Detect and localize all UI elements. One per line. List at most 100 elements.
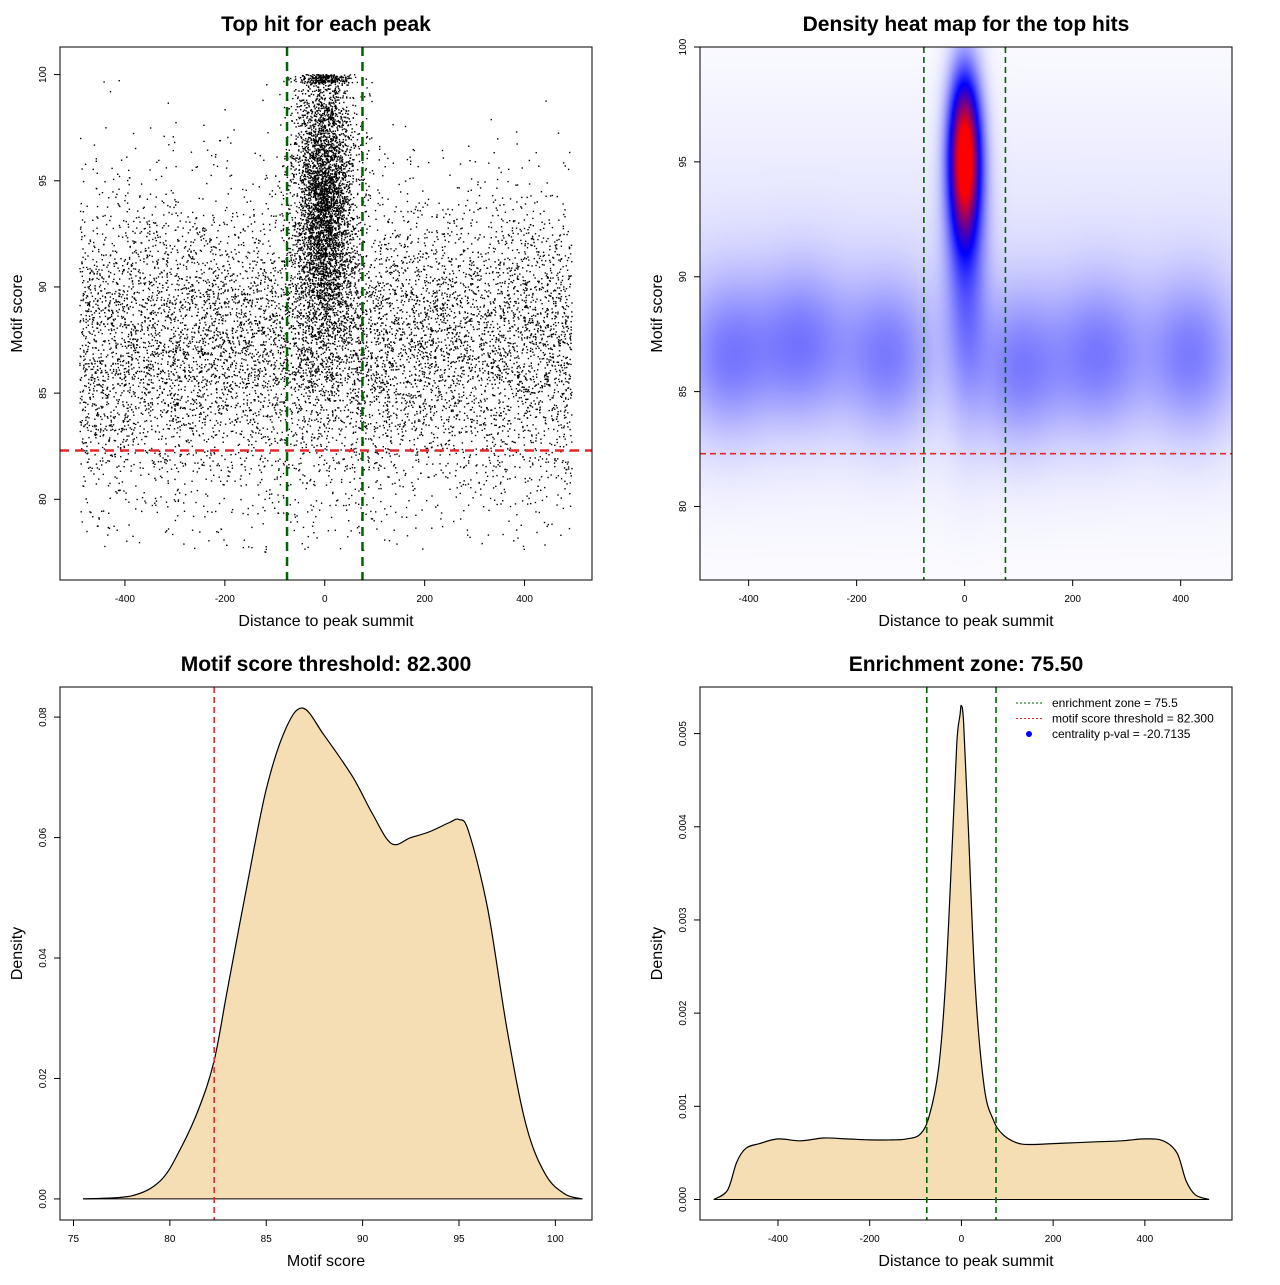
data-point [508,323,509,324]
data-point [157,334,158,335]
data-point [523,431,524,432]
data-point [112,281,113,282]
data-point [292,254,293,255]
data-point [86,297,87,298]
data-point [122,355,123,356]
data-point [533,315,534,316]
data-point [96,228,97,229]
data-point [105,370,106,371]
data-point [254,377,255,378]
data-point [377,300,378,301]
data-point [85,291,86,292]
data-point [271,493,272,494]
data-point [236,212,237,213]
data-point [330,374,331,375]
data-point [335,420,336,421]
data-point [366,376,367,377]
data-point [364,400,365,401]
data-point [498,264,499,265]
data-point [201,364,202,365]
data-point [274,508,275,509]
data-point [157,363,158,364]
data-point [177,252,178,253]
data-point [449,175,450,176]
data-point [420,394,421,395]
data-point [351,401,352,402]
data-point [508,345,509,346]
data-point [88,243,89,244]
data-point [159,451,160,452]
data-point [507,307,508,308]
data-point [418,271,419,272]
data-point [253,209,254,210]
data-point [227,290,228,291]
data-point [397,383,398,384]
data-point [189,255,190,256]
data-point [124,425,125,426]
data-point [104,312,105,313]
data-point [429,368,430,369]
data-point [406,507,407,508]
data-point [210,316,211,317]
data-point [219,140,220,141]
data-point [171,338,172,339]
data-point [558,339,559,340]
data-point [408,500,409,501]
data-point [279,401,280,402]
data-point [202,317,203,318]
data-point [254,422,255,423]
data-point [301,359,302,360]
data-point [453,329,454,330]
data-point [107,317,108,318]
data-point [336,388,337,389]
data-point [520,453,521,454]
data-point [133,378,134,379]
data-point [353,300,354,301]
data-point [124,311,125,312]
data-point [179,456,180,457]
data-point [392,303,393,304]
data-point [400,288,401,289]
data-point [268,355,269,356]
data-point [372,352,373,353]
data-point [204,322,205,323]
data-point [517,268,518,269]
data-point [312,332,313,333]
data-point [92,405,93,406]
data-point [556,240,557,241]
data-point [256,238,257,239]
data-point [559,374,560,375]
data-point [252,300,253,301]
data-point [443,307,444,308]
data-point [148,408,149,409]
data-point [359,478,360,479]
data-point [181,212,182,213]
data-point [136,217,137,218]
data-point [453,273,454,274]
data-point [472,356,473,357]
data-point [95,304,96,305]
data-point [174,464,175,465]
data-point [434,241,435,242]
data-point [143,401,144,402]
data-point [213,309,214,310]
data-point [151,429,152,430]
data-point [409,178,410,179]
data-point [524,316,525,317]
data-point [114,476,115,477]
data-point [479,234,480,235]
data-point [528,389,529,390]
data-point [562,280,563,281]
data-point [107,401,108,402]
data-point [342,346,343,347]
data-point [122,429,123,430]
data-point [307,325,308,326]
data-point [199,414,200,415]
data-point [157,376,158,377]
data-point [553,301,554,302]
data-point [347,382,348,383]
data-point [200,293,201,294]
data-point [338,341,339,342]
data-point [129,356,130,357]
